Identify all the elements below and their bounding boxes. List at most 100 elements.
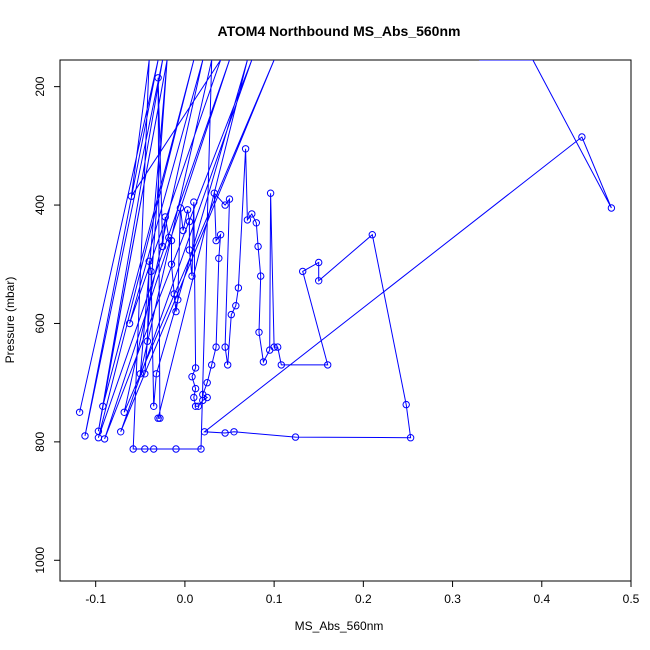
data-point: [216, 231, 225, 239]
y-axis-label: Pressure (mbar): [3, 277, 17, 364]
data-point: [259, 358, 268, 366]
data-point: [270, 343, 278, 351]
data-point: [147, 267, 155, 276]
plot-area: [75, 60, 616, 453]
chart-title: ATOM4 Northbound MS_Abs_560nm: [218, 23, 461, 39]
data-point: [194, 402, 203, 410]
data-point: [208, 361, 216, 369]
data-point: [100, 435, 109, 443]
data-point: [200, 428, 209, 436]
data-point: [99, 402, 107, 410]
data-point: [190, 393, 198, 402]
data-point: [578, 133, 586, 141]
x-axis-label: MS_Abs_560nm: [295, 619, 384, 633]
data-point: [117, 428, 125, 436]
data-point: [191, 402, 200, 410]
data-point: [402, 400, 410, 409]
data-point: [190, 198, 198, 206]
data-point: [174, 296, 182, 304]
data-point: [172, 307, 180, 316]
data-point: [274, 343, 282, 351]
data-point: [185, 217, 194, 226]
data-point: [210, 189, 219, 197]
data-point: [315, 277, 323, 285]
data-point: [224, 361, 232, 369]
data-point: [161, 213, 170, 221]
data-point: [191, 384, 200, 393]
data-point: [221, 429, 229, 437]
data-point: [266, 189, 275, 197]
data-point: [172, 445, 180, 453]
data-point: [170, 290, 178, 298]
y-tick-label: 600: [33, 313, 47, 333]
data-point: [234, 284, 243, 292]
x-tick-label: 0.1: [266, 592, 283, 606]
data-point: [241, 145, 250, 153]
data-point: [167, 236, 176, 245]
x-tick-label: 0.0: [177, 592, 194, 606]
y-tick-label: 1000: [33, 547, 47, 574]
data-point: [129, 445, 137, 453]
data-point: [257, 272, 265, 280]
y-tick-label: 400: [33, 195, 47, 215]
data-point: [141, 370, 149, 378]
x-axis: -0.1 0.0 0.1 0.2 0.3 0.4 0.5: [85, 581, 640, 606]
x-tick-label: 0.4: [533, 592, 550, 606]
data-point: [203, 379, 211, 387]
data-point: [221, 201, 229, 209]
data-point: [212, 236, 220, 245]
data-point: [248, 210, 256, 218]
series-line: [79, 60, 612, 450]
data-point: [150, 402, 158, 410]
data-point: [156, 414, 164, 422]
x-tick-label: 0.3: [444, 592, 461, 606]
data-point: [185, 246, 194, 254]
data-point: [125, 319, 134, 328]
data-point: [191, 364, 200, 372]
data-point: [143, 337, 152, 345]
data-point: [215, 254, 223, 262]
data-point: [183, 206, 192, 214]
data-point: [291, 433, 300, 441]
data-point: [299, 267, 307, 276]
data-point: [188, 373, 196, 381]
data-point: [141, 445, 149, 453]
data-point: [120, 408, 128, 416]
plot-frame: [59, 59, 632, 582]
x-tick-label: 0.5: [623, 592, 640, 606]
data-point: [167, 260, 176, 268]
data-point: [176, 204, 185, 212]
data-point: [255, 328, 263, 336]
data-point: [127, 192, 136, 200]
data-point: [277, 361, 285, 369]
data-point: [154, 74, 162, 82]
data-point: [81, 432, 89, 440]
data-point: [199, 390, 207, 399]
data-point: [197, 445, 205, 453]
x-tick-label: -0.1: [85, 592, 106, 606]
data-point: [252, 219, 260, 227]
y-axis: 200 400 600 800 1000: [33, 76, 60, 574]
data-point: [254, 242, 262, 251]
data-point: [230, 428, 238, 436]
data-point: [324, 361, 332, 369]
data-point: [225, 195, 234, 203]
data-point: [368, 231, 376, 239]
data-point: [607, 204, 616, 212]
x-tick-label: 0.2: [355, 592, 372, 606]
data-point: [315, 258, 323, 267]
data-point: [406, 434, 415, 442]
data-point: [227, 310, 236, 319]
data-point: [158, 242, 167, 251]
y-tick-label: 800: [33, 432, 47, 452]
data-point: [243, 216, 252, 224]
data-point: [212, 343, 220, 351]
data-point: [150, 445, 158, 453]
data-point: [232, 302, 240, 310]
data-point: [152, 370, 161, 378]
data-point: [75, 408, 84, 416]
data-point: [145, 257, 153, 265]
y-tick-label: 200: [33, 76, 47, 96]
data-point: [221, 343, 229, 351]
